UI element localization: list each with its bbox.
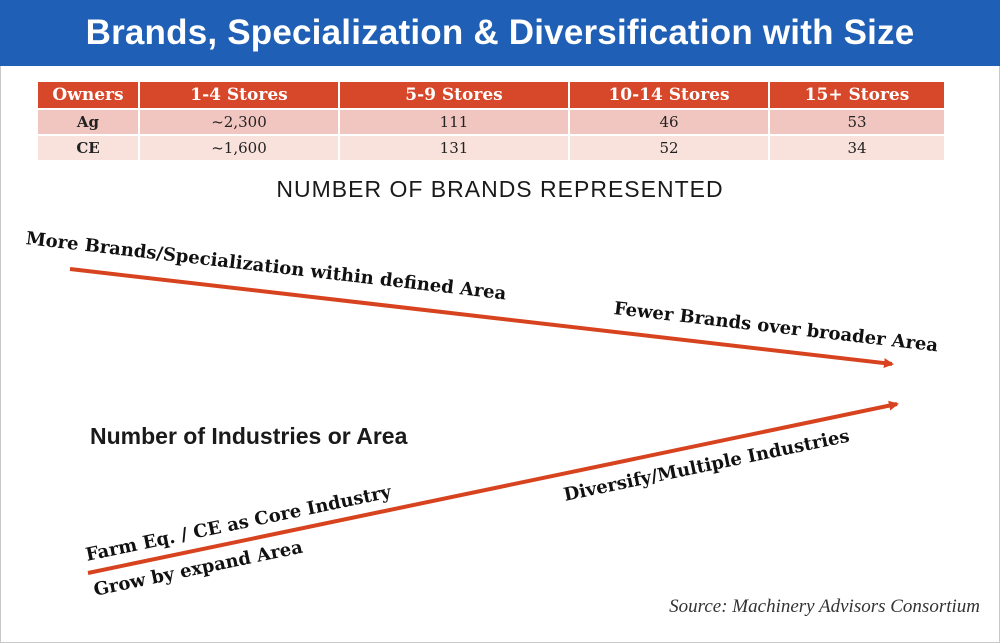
header-5-9-stores: 5-9 Stores xyxy=(340,82,568,108)
brands-arrow xyxy=(69,267,894,369)
table-header-row: Owners 1-4 Stores 5-9 Stores 10-14 Store… xyxy=(38,82,944,108)
table-cell: 111 xyxy=(340,110,568,134)
industries-heading: Number of Industries or Area xyxy=(90,423,408,449)
table-cell: ~2,300 xyxy=(140,110,338,134)
table-cell: ~1,600 xyxy=(140,136,338,160)
source-caption: Source: Machinery Advisors Consortium xyxy=(669,596,980,617)
header-10-14-stores: 10-14 Stores xyxy=(570,82,768,108)
header-owners: Owners xyxy=(38,82,138,108)
header-15-plus-stores: 15+ Stores xyxy=(770,82,944,108)
table-cell: 34 xyxy=(770,136,944,160)
row-owner-ag: Ag xyxy=(38,110,138,134)
table-cell: 52 xyxy=(570,136,768,160)
row-owner-ce: CE xyxy=(38,136,138,160)
page-title: Brands, Specialization & Diversification… xyxy=(0,0,1000,66)
table-row: Ag ~2,300 111 46 53 xyxy=(38,110,944,134)
header-1-4-stores: 1-4 Stores xyxy=(140,82,338,108)
table-cell: 46 xyxy=(570,110,768,134)
table-row: CE ~1,600 131 52 34 xyxy=(38,136,944,160)
store-count-table: Owners 1-4 Stores 5-9 Stores 10-14 Store… xyxy=(36,80,946,162)
industries-arrow xyxy=(87,400,899,575)
table-cell: 53 xyxy=(770,110,944,134)
table-cell: 131 xyxy=(340,136,568,160)
brands-heading: NUMBER OF BRANDS REPRESENTED xyxy=(276,176,724,202)
